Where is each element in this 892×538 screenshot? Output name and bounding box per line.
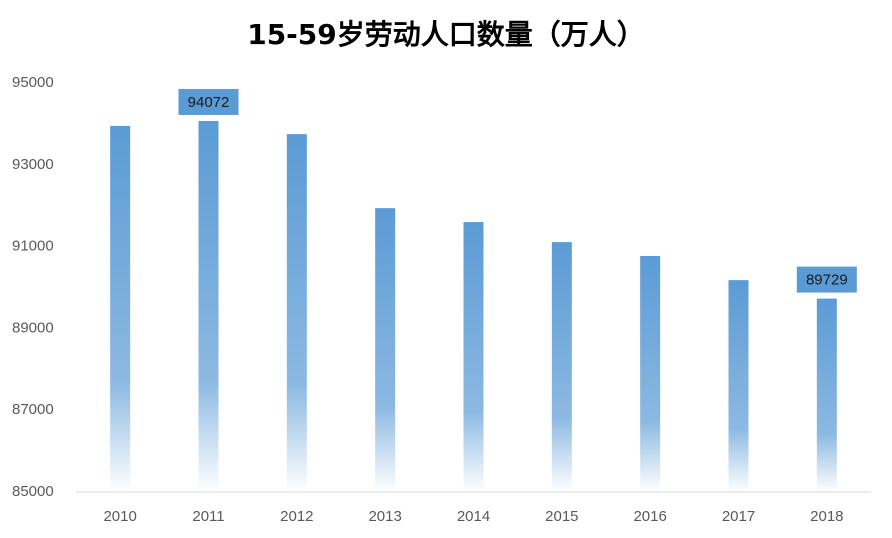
bar [286, 134, 307, 492]
x-tick-label: 2014 [457, 508, 490, 525]
value-label: 89729 [806, 272, 848, 289]
bar [551, 242, 572, 492]
chart-title: 15-59岁劳动人口数量（万人） [247, 18, 645, 51]
y-tick-label: 93000 [12, 156, 54, 173]
y-tick-label: 87000 [12, 401, 54, 418]
x-tick-label: 2016 [633, 508, 666, 525]
bar [816, 298, 837, 492]
x-tick-label: 2012 [280, 508, 313, 525]
y-tick-label: 89000 [12, 319, 54, 336]
x-tick-label: 2017 [722, 508, 755, 525]
y-tick-label: 91000 [12, 238, 54, 255]
bar [110, 125, 131, 492]
bar [728, 280, 749, 492]
y-tick-label: 95000 [12, 74, 54, 91]
value-label-box [178, 88, 239, 115]
bar [640, 256, 661, 492]
x-tick-label: 2011 [192, 508, 224, 525]
value-label: 94072 [188, 94, 230, 111]
x-tick-label: 2010 [103, 508, 136, 525]
y-tick-label: 85000 [12, 483, 54, 500]
bar [463, 222, 484, 492]
x-tick-label: 2018 [810, 508, 843, 525]
value-label-box [796, 266, 857, 293]
x-tick-label: 2015 [545, 508, 578, 525]
bar [198, 120, 219, 492]
x-tick-label: 2013 [368, 508, 401, 525]
bar [375, 208, 396, 493]
